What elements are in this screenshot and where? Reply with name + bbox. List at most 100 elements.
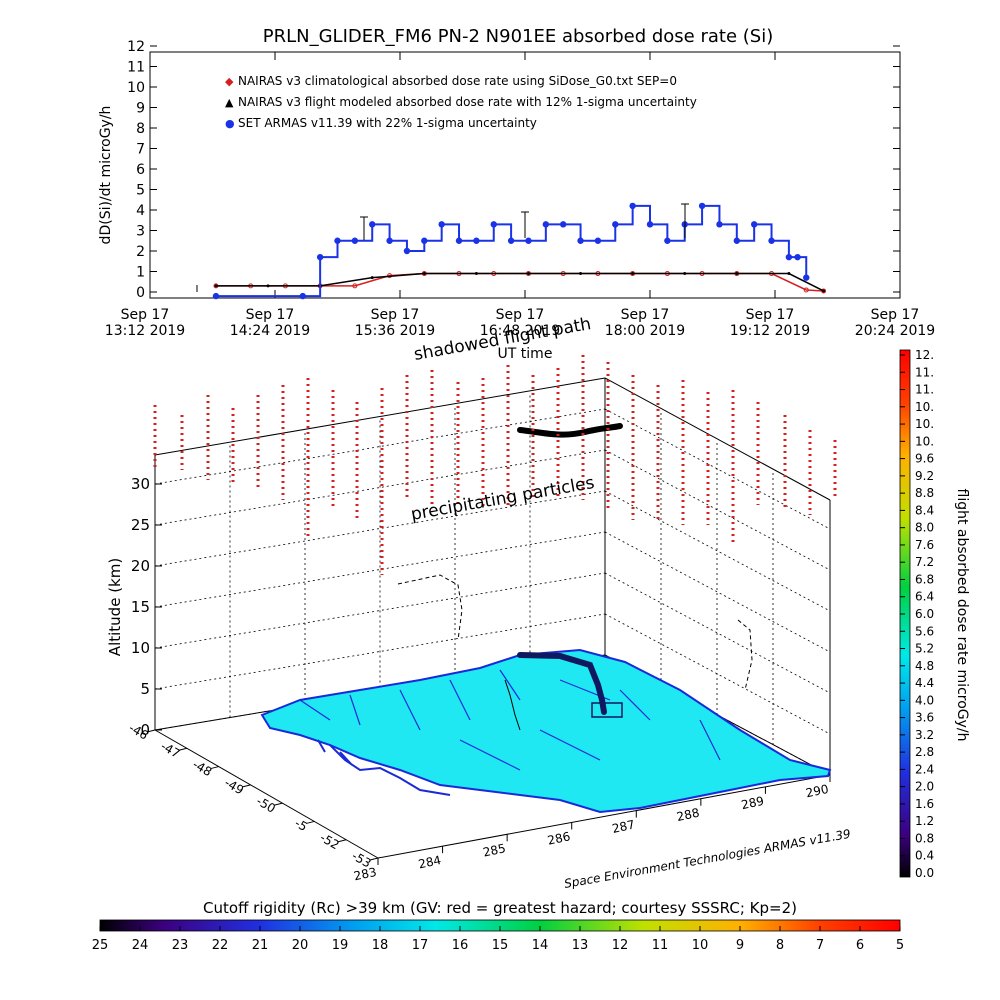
colorbar-right-tick-label: 4.8 [915, 659, 934, 673]
data-point-armas [794, 253, 801, 261]
colorbar-bottom-tick-label: 13 [572, 938, 589, 953]
colorbar-right-tick-label: 5.2 [915, 642, 934, 656]
label-precipitating-particles: precipitating particles [409, 473, 596, 525]
longitude-tick-label: 289 [740, 794, 765, 812]
data-point-armas [369, 221, 376, 228]
colorbar-right-tick-label: 0.4 [915, 849, 934, 863]
y-tick-label: 3 [136, 224, 145, 240]
altitude-tick-label: 20 [131, 557, 150, 575]
data-point-flight [474, 272, 478, 276]
altitude-tick-label: 15 [131, 598, 150, 616]
x-tick-time: 16:48 2019 [480, 323, 560, 339]
colorbar-right-tick-label: 6.4 [915, 590, 934, 604]
data-point-flight [579, 272, 583, 276]
colorbar-bottom-tick-label: 12 [612, 938, 629, 953]
series-armas [212, 202, 810, 300]
colorbar-bottom-tick-label: 17 [412, 938, 429, 953]
colorbar-right-tick-label: 2.4 [915, 762, 934, 776]
colorbar-bottom-title: Cutoff rigidity (Rc) >39 km (GV: red = g… [203, 899, 797, 917]
colorbar-bottom-tick-label: 14 [532, 938, 549, 953]
latitude-tick-label: -5 [292, 816, 309, 834]
data-point-clim [821, 288, 827, 294]
latitude-tick [210, 766, 219, 770]
y-tick-label: 8 [136, 121, 145, 137]
altitude-tick-label: 25 [131, 516, 150, 534]
data-point-armas [316, 253, 324, 261]
data-point-flight [526, 272, 530, 276]
series-line-armas [215, 204, 808, 298]
colorbar-right-tick-label: 1.6 [915, 797, 934, 811]
colorbar-right-tick-label: 10. [915, 400, 934, 414]
data-point-armas [212, 292, 220, 300]
y-tick-label: 12 [127, 39, 145, 55]
colorbar-bottom-tick-label: 11 [652, 938, 669, 953]
legend-marker-nairas-flight: ▲ [225, 96, 234, 109]
x-tick-date: Sep 17 [746, 307, 795, 323]
data-point-armas [646, 221, 654, 228]
colorbar-right-tick-label: 8.8 [915, 486, 934, 500]
data-point-armas [455, 237, 463, 244]
colorbar-right-tick-label: 3.2 [915, 728, 934, 742]
plot-frame [149, 51, 901, 299]
chart-title: PRLN_GLIDER_FM6 PN-2 N901EE absorbed dos… [263, 26, 773, 47]
colorbar-bottom-tick-label: 8 [776, 938, 784, 953]
data-point-armas [351, 237, 359, 244]
data-point-armas [386, 237, 393, 244]
legend: ◆ NAIRAS v3 climatological absorbed dose… [225, 74, 697, 130]
longitude-tick-label: 288 [675, 806, 700, 824]
colorbar-right-tick-label: 9.2 [915, 469, 934, 483]
data-point-armas [716, 221, 723, 228]
series-line-flight [215, 272, 824, 292]
latitude-tick [146, 729, 156, 733]
colorbar-right-tick-label: 8.4 [915, 503, 934, 517]
x-tick-time: 15:36 2019 [355, 323, 435, 339]
legend-entry-nairas-clim: NAIRAS v3 climatological absorbed dose r… [238, 74, 677, 88]
altitude-tick-label: 10 [131, 639, 150, 657]
colorbar-right-tick-label: 2.8 [915, 745, 934, 759]
latitude-tick-label: -50 [254, 794, 278, 816]
x-tick-time: 19:12 2019 [730, 323, 810, 339]
colorbar-right: 12. 11. 11. 10. 10. 10. 9.6 9.2 8.8 8.4 8.0 7.6 7.2 6… [899, 348, 970, 880]
data-point-armas [664, 237, 671, 244]
colorbar-right-tick-label: 0.8 [915, 831, 934, 845]
altitude-tick-label: 30 [131, 475, 150, 493]
longitude-tick-label: 286 [546, 829, 571, 847]
data-point-armas [803, 274, 810, 281]
latitude-tick [306, 820, 315, 824]
y-tick-label: 4 [136, 203, 145, 219]
y-tick-label: 7 [136, 142, 145, 158]
data-point-flight [266, 284, 270, 288]
x-tick-date: Sep 17 [121, 307, 170, 323]
colorbar-bottom-tick-label: 24 [132, 938, 149, 953]
y-tick-label: 11 [127, 60, 145, 76]
x-tick-time: 13:12 2019 [105, 323, 185, 339]
data-point-flight [422, 272, 426, 276]
data-point-armas [421, 237, 428, 244]
legend-entry-nairas-flight: NAIRAS v3 flight modeled absorbed dose r… [238, 95, 697, 109]
colorbar-right-tick-label: 10. [915, 417, 934, 431]
colorbar-right-tick-label: 5.6 [915, 624, 934, 638]
series-line-clim [215, 272, 824, 292]
colorbar-bottom-tick-label: 18 [372, 938, 389, 953]
data-point-armas [698, 202, 706, 210]
3d-scene: shadowed flight path precipitating parti… [106, 314, 852, 891]
colorbar-bottom-tick-label: 19 [332, 938, 349, 953]
colorbar-right-tick-label: 7.6 [915, 538, 934, 552]
data-point-flight [214, 284, 218, 288]
wall-grid-line [154, 490, 606, 567]
series-nairas-flight [214, 272, 826, 293]
colorbar-right-tick-label: 9.6 [915, 452, 934, 466]
latitude-tick-label: -48 [190, 757, 214, 779]
data-point-armas [750, 221, 758, 228]
colorbar-bottom-tick-label: 5 [896, 938, 904, 953]
colorbar-right-tick-label: 10. [915, 434, 934, 448]
y-tick-label: 9 [136, 101, 145, 117]
colorbar-right-tick-label: 2.0 [915, 780, 934, 794]
flight-track [517, 652, 607, 715]
altitude-axis: 0 5 10 15 20 25 30 [131, 475, 162, 739]
data-point-armas [490, 221, 497, 228]
colorbar-right-tick-label: 6.0 [915, 607, 934, 621]
colorbar-bottom-tick-label: 7 [816, 938, 824, 953]
data-point-armas [299, 292, 306, 300]
